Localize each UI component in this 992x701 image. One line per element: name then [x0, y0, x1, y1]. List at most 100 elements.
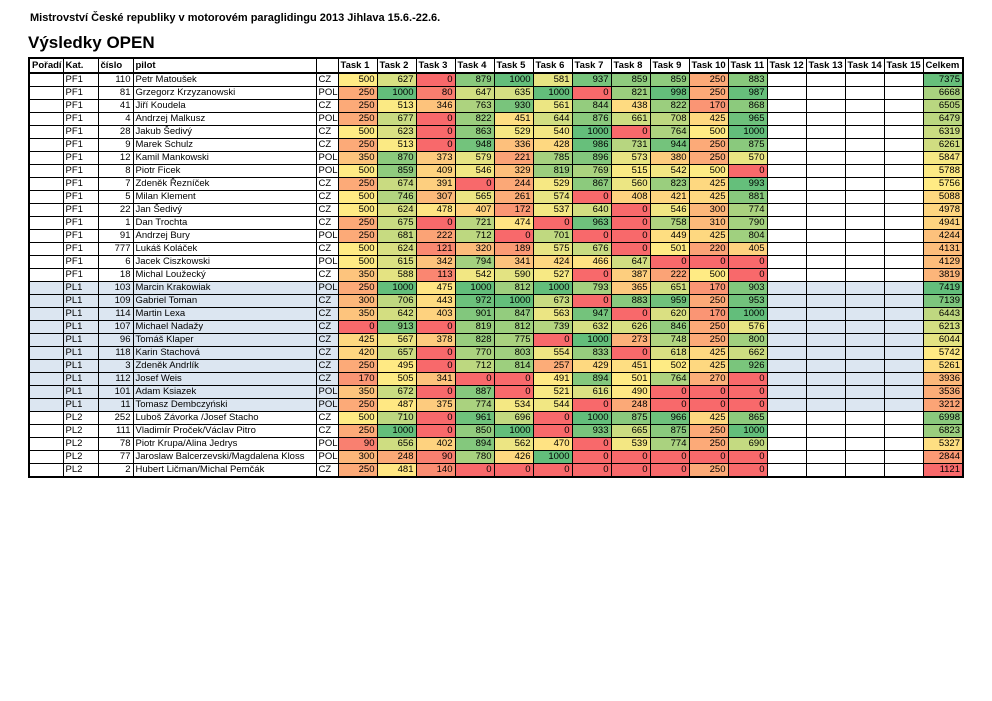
cell-task-8: 875	[610, 411, 651, 425]
column-header-slo: číslo	[97, 57, 134, 74]
cell-task-2: 706	[376, 294, 417, 308]
column-header-task-13: Task 13	[805, 57, 846, 74]
cell-task-7: 466	[571, 255, 612, 269]
cell-task-5: 336	[493, 138, 534, 152]
cell-task-5: 0	[493, 229, 534, 243]
cell-task-8: 0	[610, 125, 651, 139]
cell-task-7: 632	[571, 320, 612, 334]
column-header-task-8: Task 8	[610, 57, 651, 74]
cell-poradi	[28, 268, 64, 282]
cell-pilot: Grzegorz Krzyzanowski	[132, 86, 317, 100]
cell-celkem: 5088	[922, 190, 964, 204]
cell-task-1: 420	[337, 346, 378, 360]
cell-pilot: Andrzej Malkusz	[132, 112, 317, 126]
table-row: PL1 101 Adam Ksiazek POL 350 672 0 887 0 521 616 49…	[28, 385, 964, 399]
cell-task-13-empty	[805, 268, 846, 282]
cell-task-15-empty	[883, 229, 924, 243]
cell-celkem: 6479	[922, 112, 964, 126]
cell-task-1: 500	[337, 72, 378, 87]
cell-task-1: 500	[337, 255, 378, 269]
cell-task-6: 0	[532, 463, 573, 478]
cell-task-11: 690	[727, 437, 768, 451]
cell-task-1: 300	[337, 450, 378, 464]
cell-task-15-empty	[883, 268, 924, 282]
cell-task-10: 0	[688, 255, 729, 269]
column-header-task-11: Task 11	[727, 57, 768, 74]
cell-cislo: 777	[97, 242, 134, 256]
cell-pilot: Marek Schulz	[132, 138, 317, 152]
cell-country: POL	[315, 112, 339, 126]
cell-task-3: 346	[415, 99, 456, 113]
cell-task-13-empty	[805, 216, 846, 230]
cell-pilot: Luboš Závorka /Josef Stacho	[132, 411, 317, 425]
cell-task-11: 662	[727, 346, 768, 360]
column-header-task-10: Task 10	[688, 57, 729, 74]
cell-task-15-empty	[883, 359, 924, 373]
cell-task-2: 567	[376, 333, 417, 347]
cell-celkem: 3936	[922, 372, 964, 386]
cell-task-14-empty	[844, 255, 885, 269]
cell-task-6: 581	[532, 72, 573, 87]
cell-task-4: 948	[454, 138, 495, 152]
cell-task-5: 930	[493, 99, 534, 113]
cell-task-9: 764	[649, 125, 690, 139]
cell-task-15-empty	[883, 255, 924, 269]
column-header-task-2: Task 2	[376, 57, 417, 74]
cell-kat: PF1	[62, 151, 99, 165]
cell-task-6: 1000	[532, 450, 573, 464]
cell-country: POL	[315, 437, 339, 451]
cell-task-1: 350	[337, 268, 378, 282]
cell-task-2: 681	[376, 229, 417, 243]
cell-task-8: 573	[610, 151, 651, 165]
cell-task-12-empty	[766, 424, 807, 438]
cell-pilot: Piotr Krupa/Alina Jedrys	[132, 437, 317, 451]
cell-task-6: 529	[532, 177, 573, 191]
cell-kat: PL2	[62, 411, 99, 425]
cell-poradi	[28, 229, 64, 243]
cell-task-6: 1000	[532, 86, 573, 100]
cell-task-5: 812	[493, 281, 534, 295]
cell-pilot: Dan Trochta	[132, 216, 317, 230]
cell-kat: PL1	[62, 359, 99, 373]
cell-task-9: 222	[649, 268, 690, 282]
cell-task-3: 0	[415, 359, 456, 373]
cell-task-11: 576	[727, 320, 768, 334]
cell-task-9: 764	[649, 372, 690, 386]
cell-task-2: 615	[376, 255, 417, 269]
cell-task-12-empty	[766, 229, 807, 243]
cell-task-15-empty	[883, 346, 924, 360]
cell-task-7: 0	[571, 450, 612, 464]
cell-country: CZ	[315, 372, 339, 386]
cell-pilot: Jan Šedivý	[132, 203, 317, 217]
cell-task-3: 409	[415, 164, 456, 178]
cell-task-1: 250	[337, 398, 378, 412]
table-row: PL2 252 Luboš Závorka /Josef Stacho CZ 500 71…	[28, 411, 964, 425]
cell-task-4: 763	[454, 99, 495, 113]
cell-task-5: 696	[493, 411, 534, 425]
cell-cislo: 12	[97, 151, 134, 165]
table-row: PF1 18 Michal Loužecký CZ 350 588 113 542 590 527…	[28, 268, 964, 282]
cell-task-12-empty	[766, 242, 807, 256]
cell-task-6: 527	[532, 268, 573, 282]
cell-task-6: 1000	[532, 281, 573, 295]
cell-task-7: 0	[571, 437, 612, 451]
cell-kat: PL1	[62, 385, 99, 399]
cell-cislo: 114	[97, 307, 134, 321]
cell-task-15-empty	[883, 320, 924, 334]
cell-kat: PF1	[62, 268, 99, 282]
cell-poradi	[28, 359, 64, 373]
cell-kat: PL1	[62, 320, 99, 334]
cell-task-7: 937	[571, 72, 612, 87]
cell-task-14-empty	[844, 177, 885, 191]
cell-task-15-empty	[883, 411, 924, 425]
table-row: PF1 5 Milan Klement CZ 500 746 307 565 261 574 0 40…	[28, 190, 964, 204]
cell-task-13-empty	[805, 229, 846, 243]
cell-task-7: 616	[571, 385, 612, 399]
column-header-pilot: pilot	[132, 57, 317, 74]
cell-task-9: 618	[649, 346, 690, 360]
cell-task-4: 565	[454, 190, 495, 204]
cell-poradi	[28, 99, 64, 113]
cell-cislo: 4	[97, 112, 134, 126]
cell-task-13-empty	[805, 450, 846, 464]
cell-task-13-empty	[805, 346, 846, 360]
